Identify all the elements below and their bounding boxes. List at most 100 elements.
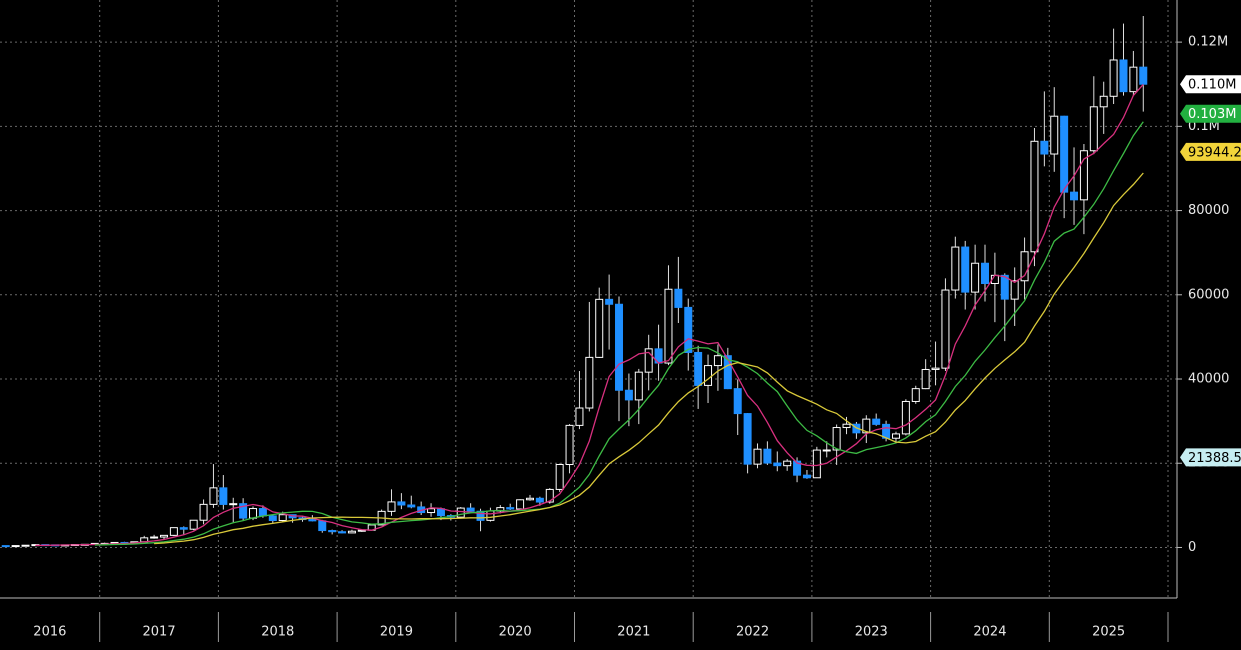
price-label: 93944.2 xyxy=(1188,145,1241,160)
candle-body xyxy=(427,508,436,514)
price-label-box xyxy=(1180,75,1241,94)
x-tick-label: 2025 xyxy=(1092,625,1125,640)
candle-body xyxy=(674,288,683,308)
candle-body xyxy=(634,371,643,401)
candle-body xyxy=(21,544,30,547)
candle-body xyxy=(278,514,287,521)
candle-body xyxy=(575,407,584,426)
candle-body xyxy=(842,423,851,429)
candle-body xyxy=(595,298,604,358)
candle-body xyxy=(891,433,900,439)
candle-body xyxy=(1,545,10,548)
candle-body xyxy=(1099,95,1108,108)
candle-body xyxy=(1139,66,1148,85)
price-label-box xyxy=(1180,142,1241,161)
candle-body xyxy=(1089,106,1098,152)
candle-body xyxy=(1010,280,1019,300)
candle-body xyxy=(783,460,792,467)
candle-body xyxy=(347,530,356,534)
candle-body xyxy=(189,519,198,530)
candle-body xyxy=(585,356,594,409)
candle-body xyxy=(773,462,782,467)
price-label: 0.103M xyxy=(1188,107,1236,122)
candle-body xyxy=(951,246,960,291)
y-tick-label: 0.12M xyxy=(1188,35,1228,50)
moving-average-line xyxy=(94,121,1144,546)
candle-body xyxy=(199,503,208,521)
candle-body xyxy=(328,530,337,533)
candle-body xyxy=(249,508,258,519)
candle-body xyxy=(436,508,445,517)
candle-body xyxy=(258,508,267,517)
y-tick-label: 40000 xyxy=(1188,372,1229,387)
candle-body xyxy=(555,464,564,490)
candle-body xyxy=(476,510,485,521)
candle-body xyxy=(832,427,841,451)
candle-body xyxy=(407,504,416,508)
x-tick-label: 2017 xyxy=(143,625,176,640)
candle-body xyxy=(911,388,920,402)
candle-body xyxy=(981,262,990,285)
candle-body xyxy=(684,306,693,353)
candle-body xyxy=(11,545,20,548)
candle-body xyxy=(268,515,277,521)
candle-body xyxy=(941,289,950,369)
moving-average-line xyxy=(154,172,1144,545)
x-tick-label: 2018 xyxy=(261,625,294,640)
x-tick-label: 2024 xyxy=(973,625,1006,640)
candle-body xyxy=(1079,150,1088,201)
candle-body xyxy=(1050,115,1059,155)
candle-body xyxy=(733,388,742,415)
candle-body xyxy=(704,365,713,386)
x-tick-label: 2022 xyxy=(736,625,769,640)
candle-body xyxy=(525,497,534,501)
candle-body xyxy=(763,448,772,464)
price-label: 0.110M xyxy=(1188,78,1236,93)
candle-body xyxy=(1109,59,1118,97)
candle-body xyxy=(872,418,881,425)
candle-body xyxy=(535,497,544,503)
candle-body xyxy=(565,424,574,466)
candle-body xyxy=(397,501,406,506)
candle-body xyxy=(644,348,653,373)
candle-body xyxy=(1060,115,1069,193)
candle-body xyxy=(308,519,317,522)
price-label-box xyxy=(1180,448,1241,467)
candle-body xyxy=(793,460,802,476)
candle-body xyxy=(179,527,188,530)
moving-average-line xyxy=(35,83,1144,547)
candle-body xyxy=(615,303,624,391)
candle-body xyxy=(1129,66,1138,93)
candle-body xyxy=(921,368,930,390)
candle-body xyxy=(209,487,218,505)
candle-body xyxy=(1000,274,1009,300)
candle-body xyxy=(387,501,396,512)
candle-body xyxy=(1070,191,1079,201)
candle-body xyxy=(931,367,940,370)
candle-body xyxy=(219,487,228,505)
candle-body xyxy=(961,246,970,293)
x-tick-label: 2019 xyxy=(380,625,413,640)
candle-body xyxy=(229,503,238,506)
candle-body xyxy=(169,527,178,536)
candle-body xyxy=(506,507,515,510)
candle-body xyxy=(812,449,821,479)
candle-body xyxy=(743,413,752,465)
candle-body xyxy=(1030,140,1039,253)
y-tick-label: 0 xyxy=(1188,540,1196,555)
candle-body xyxy=(486,510,495,521)
candle-body xyxy=(822,449,831,452)
x-tick-label: 2023 xyxy=(855,625,888,640)
x-tick-label: 2021 xyxy=(617,625,650,640)
candle-body xyxy=(605,298,614,305)
candle-body xyxy=(1020,251,1029,282)
candle-body xyxy=(862,418,871,434)
candle-body xyxy=(456,507,465,518)
candle-body xyxy=(624,389,633,401)
candle-body xyxy=(971,262,980,293)
x-tick-label: 2016 xyxy=(33,625,66,640)
candle-body xyxy=(150,536,159,539)
candle-body xyxy=(318,520,327,532)
